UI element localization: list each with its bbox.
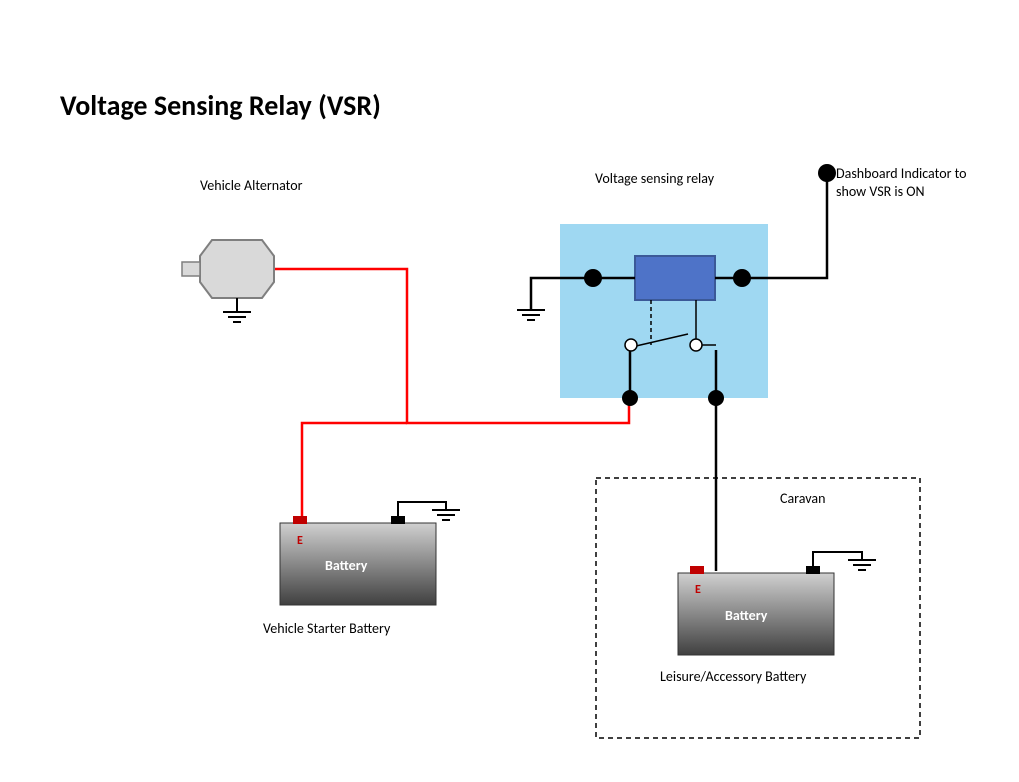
relay-coil [635,256,715,300]
indicator-dot [818,164,836,182]
leisure-battery-caption: Leisure/Accessory Battery [660,668,806,685]
wire-red-battery [302,423,407,520]
page-title: Voltage Sensing Relay (VSR) [60,88,381,123]
battery1-text: Battery [325,557,367,574]
leisure-battery [678,552,862,655]
battery2-text: Battery [725,607,767,624]
starter-battery-caption: Vehicle Starter Battery [263,620,390,637]
caravan-label: Caravan [780,490,825,507]
alternator-label: Vehicle Alternator [200,177,303,194]
ground-battery1 [432,510,460,520]
dashboard-label: Dashboard Indicator to show VSR is ON [836,165,976,201]
ground-alternator [223,312,251,322]
alternator-symbol [182,240,274,298]
battery1-e: E [297,534,303,548]
vsr-label: Voltage sensing relay [595,170,725,188]
relay-box [560,224,768,398]
battery2-e: E [695,583,701,597]
ground-relay [517,310,545,320]
starter-battery [280,502,446,605]
ground-battery2 [848,560,876,570]
